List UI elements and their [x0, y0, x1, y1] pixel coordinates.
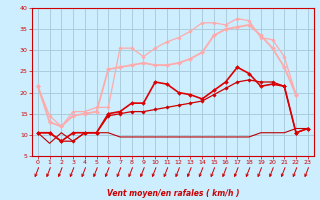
- Text: Vent moyen/en rafales ( km/h ): Vent moyen/en rafales ( km/h ): [107, 189, 239, 198]
